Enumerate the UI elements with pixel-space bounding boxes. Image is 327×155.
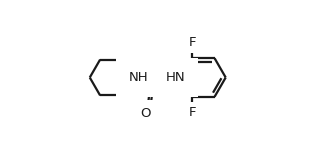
Text: F: F (189, 36, 196, 49)
Text: O: O (141, 107, 151, 120)
Text: NH: NH (129, 71, 149, 84)
Text: F: F (189, 106, 196, 119)
Text: HN: HN (165, 71, 185, 84)
